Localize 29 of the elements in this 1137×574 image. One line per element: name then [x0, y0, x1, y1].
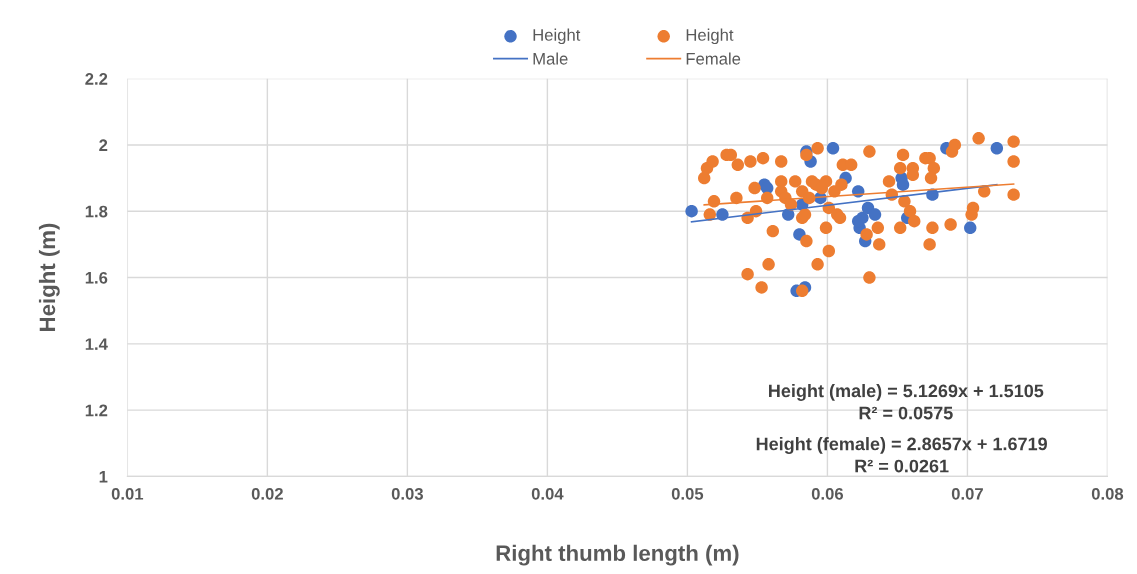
x-tick-label: 0.08: [1091, 487, 1124, 500]
legend-label: Height: [686, 28, 734, 45]
x-tick-label: 0.05: [671, 487, 704, 500]
legend-label: Male: [533, 52, 568, 65]
point: [990, 142, 1004, 155]
legend-label: Height: [533, 28, 581, 45]
annotation: Height (female) = 2.8657x + 1.6719 R² = 0.0261: [756, 437, 1047, 473]
x-axis-title: Right thumb length (m): [496, 544, 739, 566]
annotation: Height (male) = 5.1269x + 1.5105 R² = 0.0575: [769, 384, 1044, 420]
y-tick-label: 1.2: [85, 404, 108, 417]
point: [964, 221, 977, 235]
x-tick-label: 0.02: [251, 487, 283, 500]
x-tick-label: 0.07: [951, 487, 983, 500]
point: [826, 142, 840, 155]
x-tick-label: 0.03: [391, 487, 423, 500]
x-tick-label: 0.06: [811, 487, 844, 500]
y-tick-label: 1.4: [85, 338, 108, 350]
y-tick-label: 2: [99, 139, 108, 151]
x-tick-label: 0.01: [111, 487, 144, 500]
point: [896, 178, 910, 191]
x-tick-label: 0.04: [531, 487, 564, 500]
point: [868, 208, 882, 221]
y-tick-label: 1.8: [85, 205, 108, 218]
y-tick-label: 1.6: [85, 271, 108, 284]
y-axis-title: Height (m): [38, 223, 60, 331]
y-tick-label: 1: [99, 470, 108, 483]
point: [685, 205, 698, 218]
y-tick-label: 2.2: [85, 73, 108, 85]
legend-label: Female: [686, 52, 741, 65]
